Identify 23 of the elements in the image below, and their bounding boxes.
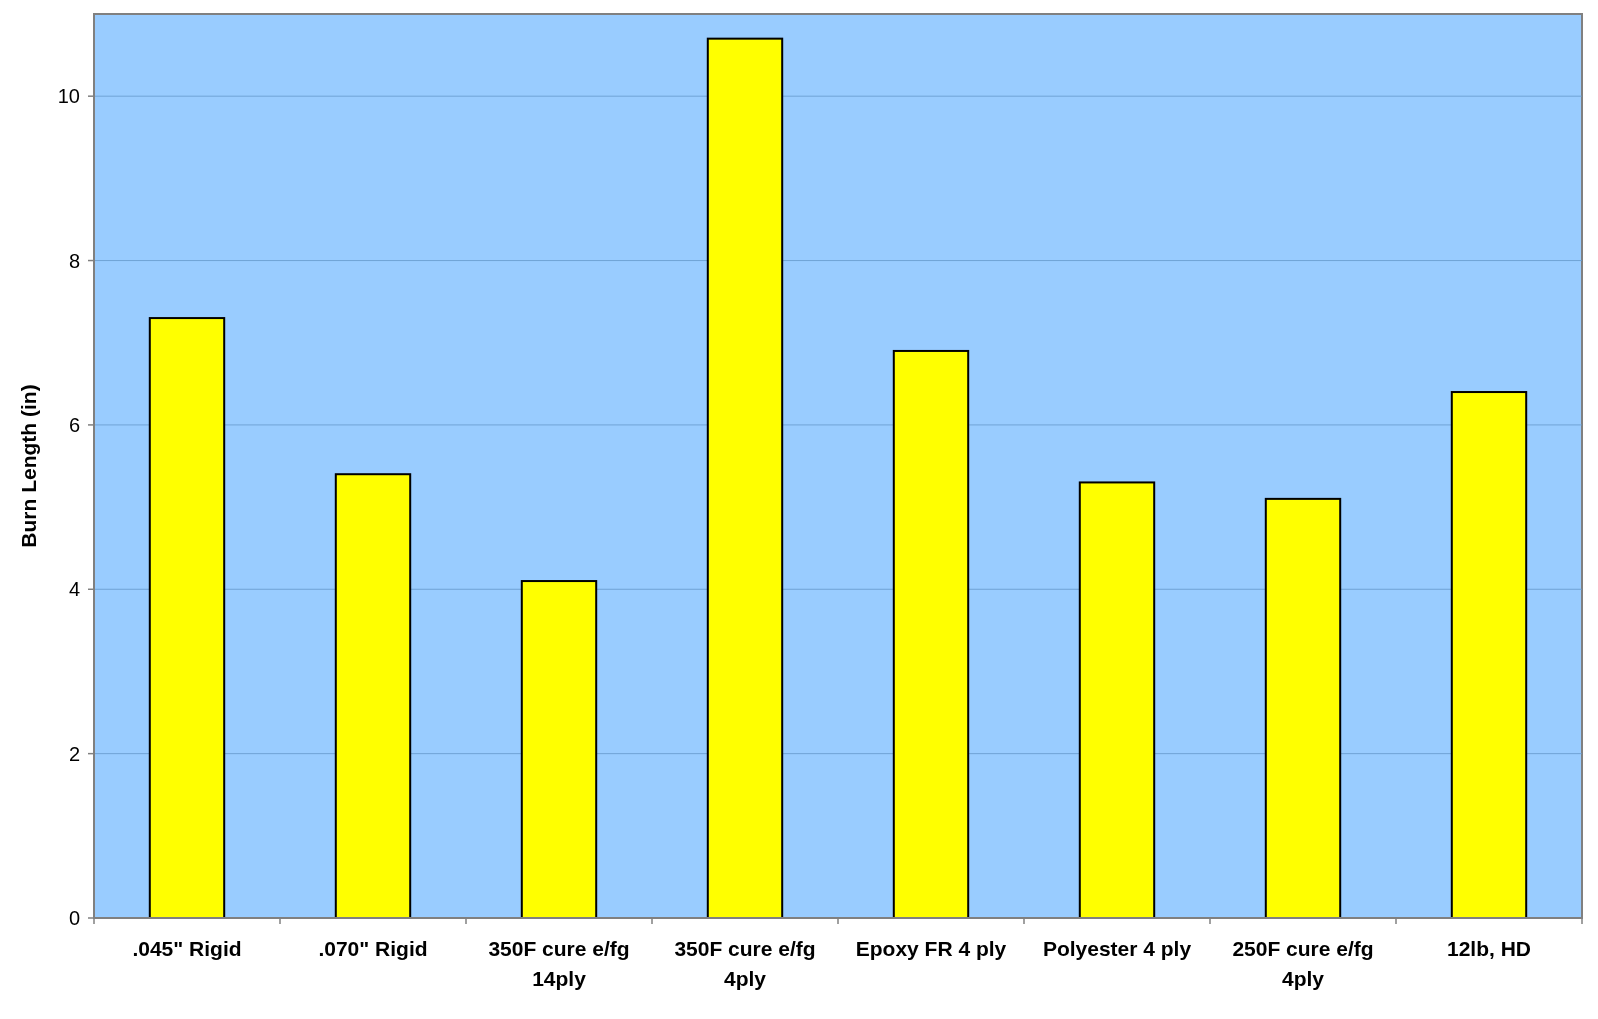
bar [334,473,412,919]
bar [706,37,784,919]
x-tick-label: 350F cure e/fg 14ply [488,937,630,990]
y-tick-label: 6 [68,413,80,436]
y-axis-title: Burn Length (in) [17,384,40,548]
x-tick-label: .070" Rigid [318,937,428,960]
y-tick-label: 4 [68,578,80,601]
bar [520,580,598,919]
x-tick-label: 12lb, HD [1446,937,1532,960]
y-tick-label: 10 [57,85,80,108]
y-tick-label: 2 [68,742,80,765]
x-tick-label: Polyester 4 ply [1042,937,1192,960]
x-tick-label: 250F cure e/fg 4ply [1232,937,1374,990]
bar [1450,391,1528,919]
x-tick-label: .045" Rigid [132,937,242,960]
x-tick-label: 350F cure e/fg 4ply [674,937,816,990]
bar [1078,481,1156,919]
bar [1264,497,1342,919]
x-tick-label: Epoxy FR 4 ply [855,937,1007,960]
bar [892,349,970,919]
bar [148,317,226,919]
y-tick-label: 8 [68,249,80,272]
y-tick-label: 0 [68,907,80,929]
